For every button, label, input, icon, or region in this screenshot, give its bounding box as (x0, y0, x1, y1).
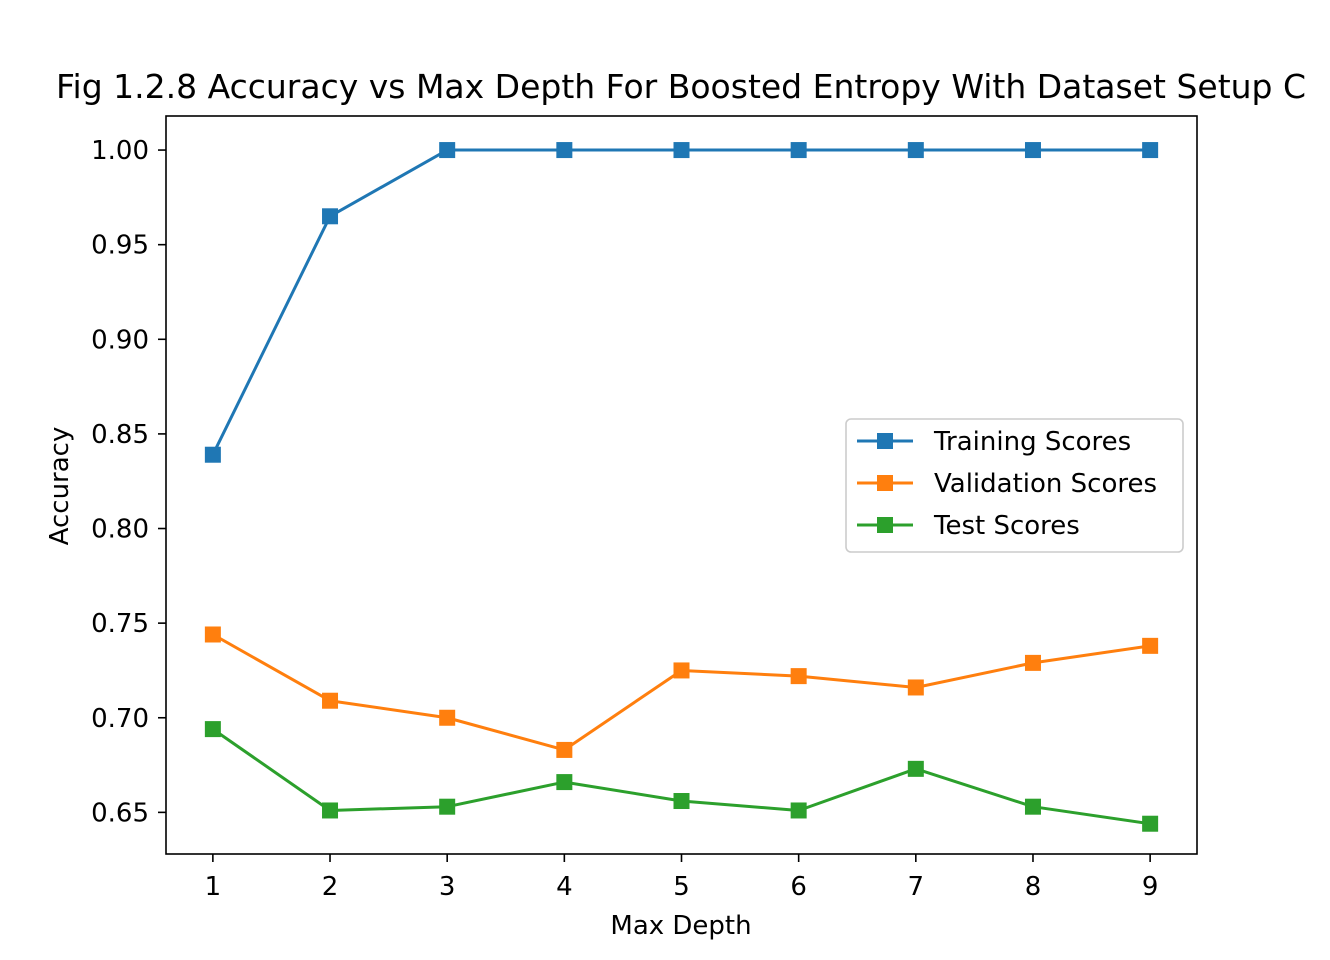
y-tick-label: 0.90 (91, 325, 149, 355)
data-point-marker (1024, 798, 1041, 815)
x-tick-label: 5 (673, 872, 690, 902)
data-point-marker (790, 668, 807, 685)
data-point-marker (439, 798, 456, 815)
series-line-3 (212, 727, 1151, 826)
data-point-marker (322, 208, 339, 225)
y-axis-label: Accuracy (45, 427, 75, 546)
data-point-marker (1142, 142, 1159, 159)
data-point-marker (1142, 637, 1159, 654)
data-point-marker (204, 721, 221, 738)
x-tick-label: 1 (205, 872, 222, 902)
legend-label: Test Scores (933, 511, 1080, 541)
series-layer (204, 142, 1159, 832)
data-point-marker (322, 802, 339, 819)
legend-marker (877, 517, 893, 533)
y-tick-label: 0.95 (91, 231, 149, 261)
data-point-marker (673, 793, 690, 810)
x-axis: 1 2 3 4 5 6 7 8 9 (205, 854, 1159, 902)
data-point-marker (790, 142, 807, 159)
data-point-marker (907, 760, 924, 777)
y-tick-label: 0.85 (91, 420, 149, 450)
data-point-marker (439, 709, 456, 726)
y-tick-label: 0.75 (91, 609, 149, 639)
y-tick-label: 0.80 (91, 515, 149, 545)
plot-area (165, 115, 1198, 855)
legend: Training Scores Validation Scores Test Sco… (845, 418, 1184, 553)
x-tick-label: 7 (908, 872, 925, 902)
x-tick-label: 2 (322, 872, 339, 902)
y-axis: 0.65 0.70 0.75 0.80 0.85 0.90 0.95 1.00 (91, 136, 166, 828)
series-line-2 (212, 633, 1151, 752)
data-point-marker (1142, 815, 1159, 832)
legend-marker (877, 433, 893, 449)
y-tick-label: 0.65 (91, 798, 149, 828)
data-point-marker (673, 662, 690, 679)
x-tick-label: 9 (1142, 872, 1159, 902)
data-point-marker (907, 679, 924, 696)
legend-label: Training Scores (933, 427, 1131, 457)
data-point-marker (322, 692, 339, 709)
legend-box (845, 418, 1184, 553)
legend-label: Validation Scores (934, 469, 1157, 499)
x-tick-label: 3 (439, 872, 456, 902)
data-point-marker (556, 741, 573, 758)
x-tick-label: 8 (1025, 872, 1042, 902)
data-point-marker (673, 142, 690, 159)
data-point-marker (556, 142, 573, 159)
series-line-1 (211, 148, 1151, 456)
data-point-marker (204, 626, 221, 643)
data-point-marker (439, 142, 456, 159)
y-tick-label: 1.00 (91, 136, 149, 166)
data-point-marker (907, 142, 924, 159)
y-tick-label: 0.70 (91, 704, 149, 734)
data-point-marker (790, 802, 807, 819)
data-point-marker (1024, 142, 1041, 159)
chart-title: Fig 1.2.8 Accuracy vs Max Depth For Boos… (56, 67, 1306, 106)
data-point-marker (1024, 654, 1041, 671)
x-tick-label: 4 (556, 872, 573, 902)
x-axis-label: Max Depth (610, 911, 751, 941)
x-tick-label: 6 (790, 872, 807, 902)
legend-marker (877, 475, 893, 491)
data-point-marker (556, 774, 573, 791)
data-point-marker (204, 446, 221, 463)
